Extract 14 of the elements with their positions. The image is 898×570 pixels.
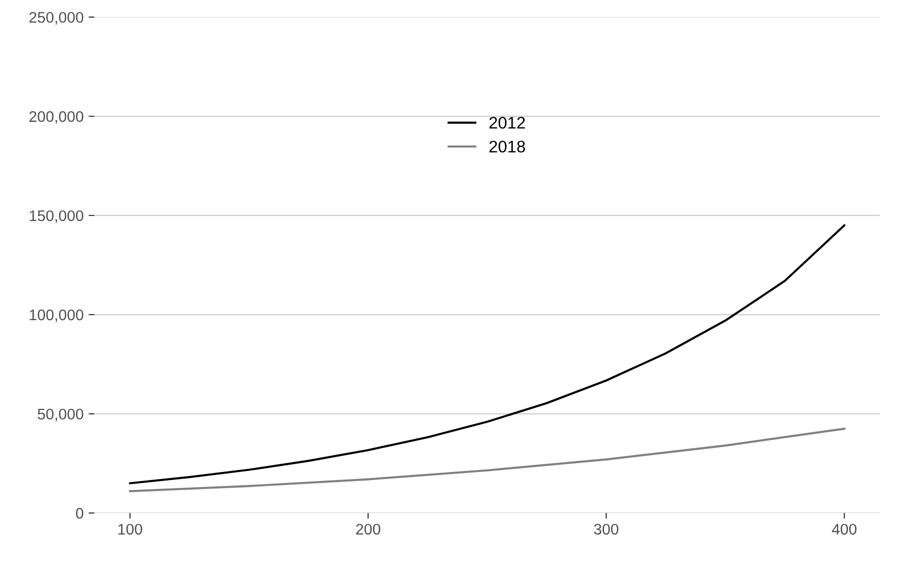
y-tick-label: 250,000 [29,12,84,25]
y-tick-label: 0 [76,508,84,519]
line-series [128,224,846,484]
legend-label: 2018 [489,140,525,153]
legend-label: 2012 [489,116,525,129]
x-tick-label: 400 [832,524,856,535]
x-tick-label: 300 [594,524,618,535]
y-tick-label: 100,000 [30,310,84,322]
y-tick-label: 50,000 [38,408,84,422]
x-tick-label: 100 [118,524,142,535]
y-tick-label: 200,000 [29,111,84,124]
y-tick-label: 150,000 [30,210,84,223]
x-tick-label: 200 [356,524,380,535]
line-series [128,428,846,492]
